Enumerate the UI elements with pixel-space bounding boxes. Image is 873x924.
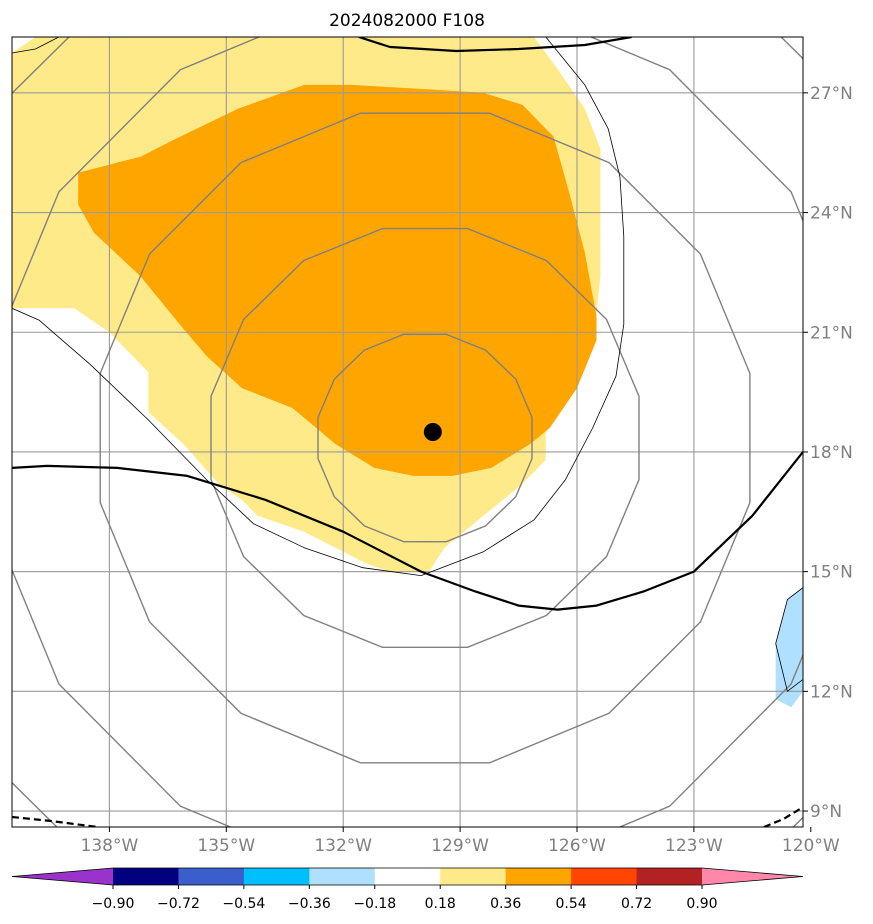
lat-tick-label: 18°N [810, 443, 853, 463]
longitude-ticks: 138°W 135°W 132°W 129°W 126°W 123°W 120°W [81, 827, 840, 856]
lon-tick-label: 132°W [314, 836, 372, 856]
chart-title: 2024082000 F108 [329, 11, 485, 31]
colorbar-segment [309, 868, 376, 885]
filled-contours [12, 37, 803, 708]
contour-line-1-1 [12, 37, 59, 54]
colorbar-tick-label: 0.90 [686, 896, 717, 912]
contour-line-3-1 [763, 806, 803, 827]
contour-line-2-1 [358, 37, 632, 53]
lon-tick-label: 135°W [197, 836, 255, 856]
lon-tick-label: 138°W [81, 836, 139, 856]
lat-tick-label: 21°N [810, 323, 853, 343]
contour-ring-1 [210, 227, 640, 648]
storm-center-dot [423, 423, 442, 441]
lat-tick-label: 15°N [810, 563, 853, 583]
colorbar-segment [571, 868, 638, 885]
contour-ring-2 [99, 112, 751, 764]
colorbar-tick-label: 0.36 [490, 896, 521, 912]
contour-line-2-0 [12, 451, 803, 611]
lat-tick-label: 24°N [810, 204, 853, 224]
colorbar-segment [505, 868, 572, 885]
colorbar-extend-low [12, 868, 113, 885]
colorbar-tick-label: −0.72 [157, 896, 200, 912]
colorbar-segment [636, 868, 703, 885]
markers [423, 423, 442, 441]
colorbar-segment [243, 868, 310, 885]
colorbar-tick-label: −0.90 [92, 896, 135, 912]
colorbar-segment [440, 868, 507, 885]
colorbar-tick-label: 0.18 [425, 896, 456, 912]
colorbar-tick-label: −0.54 [222, 896, 265, 912]
lat-tick-label: 12°N [810, 682, 853, 702]
lon-tick-label: 120°W [782, 836, 840, 856]
colorbar-tick-label: −0.18 [353, 896, 396, 912]
lat-tick-label: 27°N [810, 84, 853, 104]
contour-line-1-0 [12, 37, 625, 576]
map-frame [11, 36, 804, 828]
lat-tick-label: 9°N [810, 802, 842, 822]
contour-ring-3 [12, 37, 803, 827]
lon-tick-label: 126°W [548, 836, 606, 856]
colorbar-tick-label: 0.72 [621, 896, 652, 912]
colorbar: −0.90 −0.72 −0.54 −0.36 −0.18 0.18 0.36 0.54 0.7… [11, 867, 804, 912]
lon-tick-label: 129°W [431, 836, 489, 856]
lon-tick-label: 123°W [665, 836, 723, 856]
latitude-ticks: 9°N 12°N 15°N 18°N 21°N 24°N 27°N [803, 84, 853, 822]
colorbar-extend-high [702, 868, 803, 885]
filled-region-1 [78, 84, 597, 476]
colorbar-tick-label: −0.36 [288, 896, 331, 912]
gridlines [12, 37, 803, 827]
filled-region-2 [775, 587, 803, 708]
contour-line-1-2 [775, 587, 803, 692]
colorbar-segment [374, 868, 441, 885]
contour-line-3-0 [12, 815, 98, 827]
contour-ring-0 [317, 333, 533, 543]
colorbar-segment [113, 868, 179, 885]
colorbar-tick-label: 0.54 [556, 896, 587, 912]
colorbar-segment [178, 868, 245, 885]
